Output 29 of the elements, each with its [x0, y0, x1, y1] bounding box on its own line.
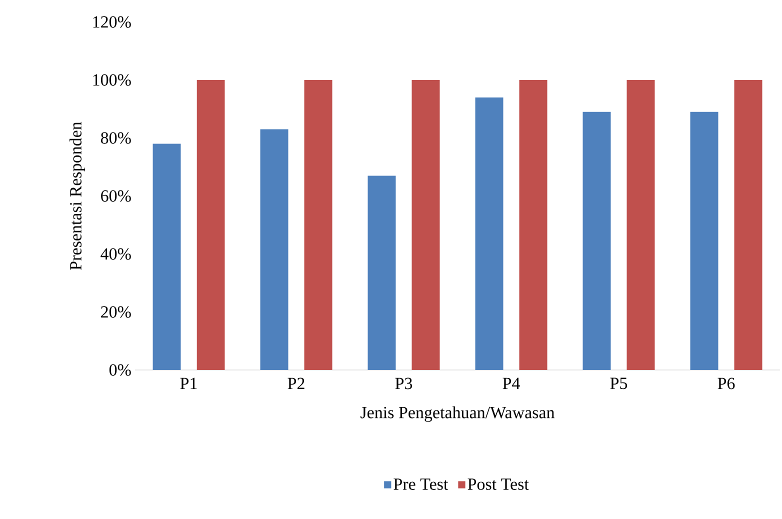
y-tick-label: 60% [101, 190, 131, 202]
bar [304, 80, 332, 370]
bar [690, 112, 718, 370]
x-tick-label: P4 [502, 378, 520, 389]
legend-label: Pre Test [394, 478, 448, 490]
bar [260, 129, 288, 370]
y-tick-label: 80% [100, 132, 131, 144]
y-tick-label: 40% [100, 248, 131, 260]
x-axis-title: Jenis Pengetahuan/Wawasan [360, 406, 555, 422]
x-tick-label: P6 [718, 378, 735, 390]
x-tick-label: P1 [180, 378, 197, 390]
y-tick-label: 120% [93, 16, 131, 28]
bar [734, 80, 762, 370]
x-tick-label: P5 [610, 378, 628, 390]
x-tick-label: P2 [288, 378, 304, 390]
bar [626, 80, 655, 370]
bar [475, 97, 504, 370]
bar [519, 80, 548, 370]
x-tick-label: P3 [395, 378, 412, 390]
bar [582, 112, 611, 370]
bar [196, 80, 225, 370]
bar [412, 80, 440, 370]
y-tick-label: 20% [101, 306, 131, 318]
bar [152, 144, 181, 370]
legend-label: Post Test [468, 478, 529, 490]
y-tick-label: 100% [93, 74, 131, 86]
y-axis-title: Presentasi Responden [70, 122, 85, 270]
y-tick-label: 0% [109, 364, 131, 376]
bar [368, 176, 396, 370]
